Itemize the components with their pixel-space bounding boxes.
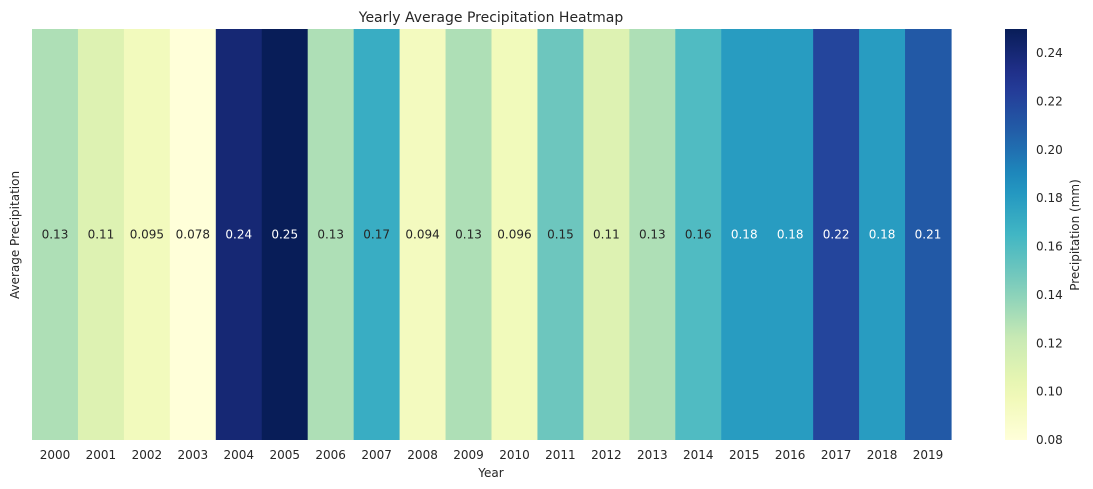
- colorbar-tick-label: 0.24: [1036, 46, 1063, 60]
- cell-value-label: 0.095: [130, 228, 164, 242]
- heatmap-cell: [307, 29, 355, 440]
- cell-value-label: 0.13: [317, 228, 344, 242]
- cell-value-label: 0.078: [176, 228, 210, 242]
- heatmap-cell: [905, 29, 952, 440]
- y-axis-label: Average Precipitation: [8, 171, 22, 299]
- heatmap-cell: [77, 29, 125, 440]
- heatmap-cell: [261, 29, 309, 440]
- x-tick-label: 2007: [361, 448, 392, 462]
- cell-value-label: 0.18: [869, 228, 896, 242]
- cell-value-label: 0.13: [455, 228, 482, 242]
- colorbar-label: Precipitation (mm): [1068, 179, 1082, 291]
- x-tick-label: 2009: [453, 448, 484, 462]
- cell-value-label: 0.18: [731, 228, 758, 242]
- heatmap-cell: [859, 29, 906, 440]
- x-tick-label: 2011: [545, 448, 576, 462]
- colorbar: [1005, 29, 1027, 440]
- x-tick-label: 2010: [499, 448, 530, 462]
- heatmap-cell: [123, 29, 171, 440]
- x-tick-label: 2006: [315, 448, 346, 462]
- heatmap-cell: [32, 29, 79, 440]
- cell-value-label: 0.17: [363, 228, 390, 242]
- heatmap-cell: [491, 29, 539, 440]
- cell-value-label: 0.25: [271, 228, 298, 242]
- cell-value-label: 0.21: [915, 228, 942, 242]
- chart-title: Yearly Average Precipitation Heatmap: [358, 10, 624, 26]
- cell-value-label: 0.096: [497, 228, 531, 242]
- colorbar-tick-label: 0.18: [1036, 191, 1063, 205]
- heatmap-cell: [537, 29, 584, 440]
- x-tick-label: 2018: [867, 448, 898, 462]
- colorbar-ticks: 0.08 0.10 0.12 0.14 0.16 0.18 0.20 0.22 0.24: [1036, 46, 1063, 447]
- x-tick-label: 2000: [40, 448, 71, 462]
- heatmap-cell: [169, 29, 217, 440]
- x-tick-label: 2019: [913, 448, 944, 462]
- cell-value-label: 0.11: [593, 228, 620, 242]
- heatmap-cells: 0.13 0.11 0.095 0.078 0.24 0.25 0.13 0.17 0.094 0…: [32, 29, 952, 440]
- heatmap-cell: [215, 29, 263, 440]
- heatmap-cell: [675, 29, 722, 440]
- x-tick-label: 2002: [132, 448, 163, 462]
- x-axis-label: Year: [477, 466, 503, 480]
- heatmap-cell: [721, 29, 768, 440]
- x-tick-label: 2015: [729, 448, 760, 462]
- x-tick-label: 2001: [86, 448, 117, 462]
- colorbar-tick-label: 0.20: [1036, 143, 1063, 157]
- cell-value-label: 0.094: [405, 228, 439, 242]
- colorbar-tick-label: 0.10: [1036, 385, 1063, 399]
- x-tick-label: 2005: [269, 448, 300, 462]
- heatmap-cell: [399, 29, 447, 440]
- heatmap-cell: [629, 29, 676, 440]
- colorbar-tick-label: 0.12: [1036, 336, 1063, 350]
- heatmap-cell: [767, 29, 814, 440]
- cell-value-label: 0.11: [88, 228, 115, 242]
- x-tick-label: 2013: [637, 448, 668, 462]
- x-tick-label: 2004: [224, 448, 255, 462]
- cell-value-label: 0.24: [225, 228, 252, 242]
- heatmap-cell: [445, 29, 493, 440]
- cell-value-label: 0.16: [685, 228, 712, 242]
- colorbar-tick-label: 0.14: [1036, 288, 1063, 302]
- x-tick-label: 2017: [821, 448, 852, 462]
- heatmap-cell: [353, 29, 401, 440]
- heatmap-cell: [813, 29, 860, 440]
- cell-value-label: 0.15: [547, 228, 574, 242]
- x-tick-label: 2012: [591, 448, 622, 462]
- colorbar-tick-label: 0.08: [1036, 433, 1063, 447]
- colorbar-tick-label: 0.22: [1036, 95, 1063, 109]
- heatmap-cell: [583, 29, 630, 440]
- cell-value-label: 0.22: [823, 228, 850, 242]
- x-tick-label: 2016: [775, 448, 806, 462]
- x-tick-label: 2008: [407, 448, 438, 462]
- x-tick-label: 2014: [683, 448, 714, 462]
- colorbar-tick-label: 0.16: [1036, 240, 1063, 254]
- x-axis-ticks: 2000 2001 2002 2003 2004 2005 2006 2007 2008 2009…: [40, 448, 944, 462]
- x-tick-label: 2003: [178, 448, 209, 462]
- cell-value-label: 0.13: [639, 228, 666, 242]
- cell-value-label: 0.18: [777, 228, 804, 242]
- cell-value-label: 0.13: [42, 228, 69, 242]
